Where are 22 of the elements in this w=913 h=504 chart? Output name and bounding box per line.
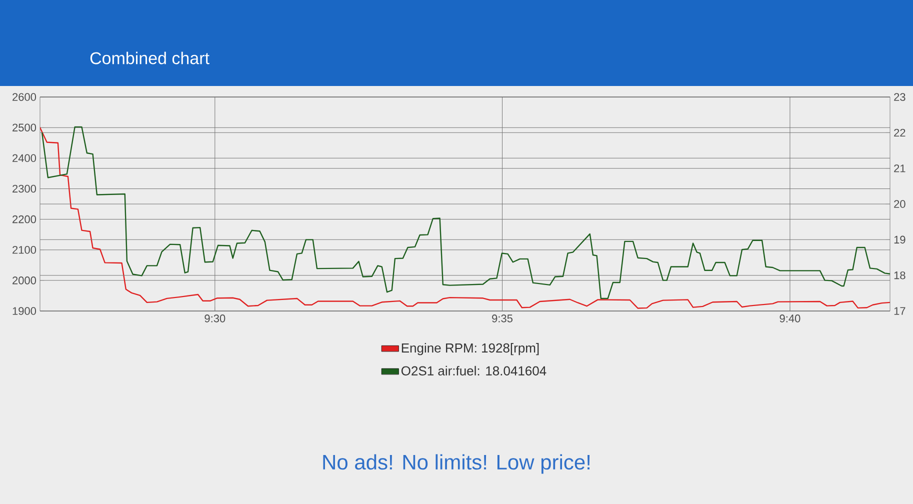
- x-tick-label: 9:30: [204, 314, 226, 322]
- y2-tick-label: 19: [894, 236, 906, 244]
- y2-tick-label: 17: [894, 307, 906, 315]
- y2-tick-label: 23: [894, 93, 906, 101]
- legend-label: O2S1 air:fuel: 18.041604: [401, 366, 546, 376]
- x-tick-label: 9:35: [492, 314, 512, 322]
- y-tick-label: 2100: [12, 246, 36, 254]
- y-tick-label: 2300: [12, 184, 36, 193]
- x-tick-label: 9:40: [780, 314, 800, 322]
- y-tick-label: 1900: [12, 307, 36, 315]
- y-tick-label: 2200: [12, 215, 36, 224]
- y-tick-label: 2500: [12, 124, 36, 132]
- text: No ads! No limits! Low price!: [323, 454, 590, 474]
- y2-tick-label: 22: [894, 128, 906, 137]
- y-tick-label: 2400: [12, 154, 36, 162]
- y-tick-label: 2600: [12, 93, 36, 101]
- legend-label: Engine RPM: 1928[rpm]: [402, 343, 539, 356]
- y2-tick-label: 20: [894, 200, 906, 208]
- y2-tick-label: 18: [894, 271, 906, 280]
- y-tick-label: 2000: [12, 276, 36, 284]
- y2-tick-label: 21: [894, 164, 906, 172]
- chart-title: Combined chart: [90, 52, 210, 64]
